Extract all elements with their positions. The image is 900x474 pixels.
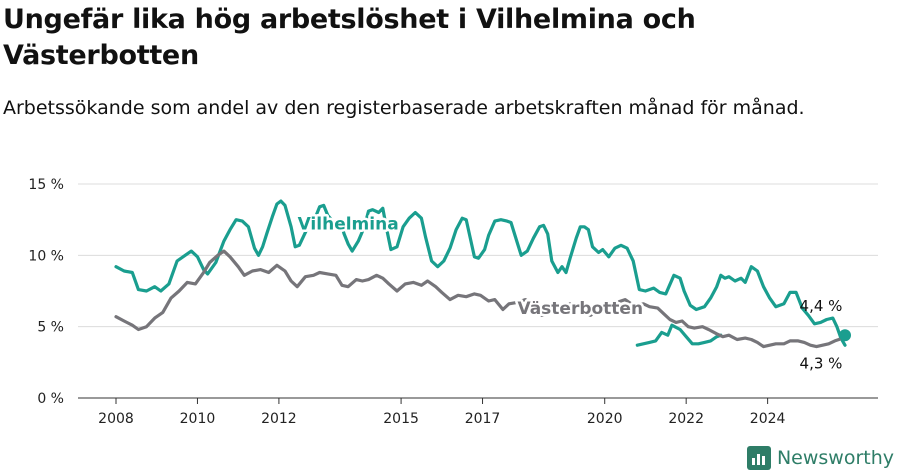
end-value-label-vasterbotten: 4,3 % [800, 355, 843, 373]
series-line-vilhelmina [114, 199, 847, 347]
series-line-vasterbotten [114, 249, 597, 332]
brand-logo[interactable]: Newsworthy [746, 446, 894, 470]
newsworthy-logo-icon [746, 446, 771, 470]
x-tick-label: 2012 [261, 411, 297, 427]
series-line-vasterbotten [607, 298, 847, 349]
y-tick-label: 0 % [37, 391, 64, 407]
x-tick-label: 2010 [180, 411, 216, 427]
series-label-halo: Västerbotten [517, 299, 643, 319]
y-tick-label: 10 % [28, 248, 64, 264]
y-tick-label: 15 % [28, 177, 64, 193]
series-label-vilhelmina: Vilhelmina [298, 215, 399, 235]
chart-subtitle: Arbetssökande som andel av den registerb… [3, 97, 805, 119]
end-value-label-vilhelmina: 4,4 % [800, 297, 843, 315]
x-tick-label: 2008 [98, 411, 134, 427]
series-label-halo: Vilhelmina [298, 215, 399, 235]
x-tick-label: 2017 [465, 411, 501, 427]
x-tick-label: 2015 [383, 411, 419, 427]
brand-name: Newsworthy [776, 447, 894, 469]
y-tick-label: 5 % [37, 320, 64, 336]
chart-title: Ungefär lika hög arbetslöshet i Vilhelmi… [3, 4, 696, 71]
series-line-vilhelmina [635, 323, 723, 347]
end-point-marker [839, 329, 851, 342]
x-tick-label: 2024 [750, 411, 786, 427]
series-label-vasterbotten: Västerbotten [517, 299, 643, 319]
x-tick-label: 2022 [668, 411, 704, 427]
x-tick-label: 2020 [587, 411, 623, 427]
